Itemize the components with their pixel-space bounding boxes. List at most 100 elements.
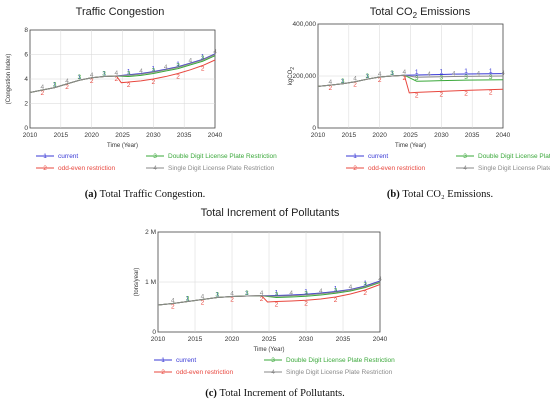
series-marker: 2 (329, 85, 333, 92)
legend-marker: 3 (463, 153, 467, 160)
x-tick-label: 2030 (299, 336, 314, 343)
series-marker: 4 (289, 290, 293, 297)
x-tick-label: 2015 (54, 132, 69, 139)
series-marker: 2 (115, 76, 119, 83)
chart-title-tail: Emissions (417, 6, 471, 18)
legend-marker: 3 (271, 357, 275, 364)
series-marker: 3 (78, 74, 82, 81)
series-marker: 1 (415, 69, 419, 76)
series-marker: 4 (427, 71, 431, 78)
x-tick-label: 2025 (262, 336, 277, 343)
series-marker: 4 (230, 291, 234, 298)
y-tick-label: 4 (24, 76, 28, 83)
series-marker: 1 (334, 286, 338, 293)
x-tick-label: 2020 (225, 336, 240, 343)
series-marker: 4 (201, 294, 205, 301)
series-marker: 4 (171, 298, 175, 305)
series-marker: 4 (349, 284, 353, 291)
legend-marker: 2 (353, 165, 357, 172)
legend-marker: 2 (43, 165, 47, 172)
x-tick-label: 2025 (403, 132, 418, 139)
series-marker: 3 (334, 287, 338, 294)
legend: 1 current 3 Double Digit License Plate Rest… (154, 357, 395, 376)
series-marker: 3 (275, 292, 279, 299)
series-line-single-digit (157, 281, 381, 306)
legend-marker: 2 (161, 369, 165, 376)
x-tick-label: 2015 (188, 336, 203, 343)
caption-text: Total Increment of Pollutants. (220, 388, 345, 399)
legend-marker: 1 (161, 357, 165, 364)
x-tick-label: 2040 (208, 132, 223, 139)
series-marker: 2 (378, 77, 382, 84)
y-tick-label: 2 M (145, 229, 156, 236)
caption-text: Total CO₂ Emissions. (402, 189, 493, 200)
series-marker: 4 (501, 70, 505, 77)
figure-caption: (c) Total Increment of Pollutants. (205, 388, 345, 399)
series-marker: 1 (341, 78, 345, 85)
series-marker: 1 (152, 66, 156, 73)
series-marker: 4 (378, 276, 382, 283)
x-tick-label: 2010 (311, 132, 326, 139)
series-marker: 4 (403, 69, 407, 76)
series-marker: 1 (201, 53, 205, 60)
series-marker: 1 (215, 292, 219, 299)
series-marker: 3 (366, 73, 370, 80)
y-tick-label: 2 (24, 101, 28, 108)
series-marker: 2 (90, 78, 94, 85)
series-marker: 2 (363, 290, 367, 297)
chart-title: Total Increment of Pollutants (201, 207, 340, 219)
series-marker: 2 (176, 73, 180, 80)
series-marker: 1 (489, 68, 493, 75)
legend-marker: 1 (43, 153, 47, 160)
x-tick-label: 2025 (115, 132, 130, 139)
chart-title-subscript: 2 (413, 11, 418, 20)
series-marker: 2 (171, 304, 175, 311)
series-marker: 2 (353, 82, 357, 89)
series-marker: 3 (152, 67, 156, 74)
series-marker: 1 (464, 68, 468, 75)
series-marker: 1 (366, 73, 370, 80)
x-tick-label: 2035 (177, 132, 192, 139)
caption-label: (c) (205, 388, 219, 399)
legend-label: current (58, 153, 78, 160)
series-marker: 1 (440, 68, 444, 75)
legend-label: Double Digit License Plate Restriction (478, 153, 550, 160)
chart-title-main: Total Increment of Pollutants (201, 207, 340, 219)
y-tick-label: 0 (312, 125, 316, 132)
y-tick-label: 400,000 (293, 21, 317, 28)
series-marker: 4 (115, 70, 119, 77)
series-marker: 2 (41, 90, 45, 97)
legend-label: Single Digit License Plate Restriction (168, 165, 275, 172)
series-marker: 4 (329, 79, 333, 86)
legend-label: odd-even restriction (176, 369, 233, 376)
x-tick-label: 2035 (465, 132, 480, 139)
series-marker: 3 (186, 296, 190, 303)
series-marker: 3 (390, 70, 394, 77)
series-marker: 2 (230, 297, 234, 304)
legend-marker: 4 (271, 369, 275, 376)
caption-text: Total Traffic Congestion. (100, 189, 206, 200)
series-marker: 4 (477, 70, 481, 77)
x-tick-label: 2035 (336, 336, 351, 343)
series-marker: 3 (304, 290, 308, 297)
x-tick-label: 2040 (373, 336, 388, 343)
legend-label: Single Digit License Plate Restriction (286, 369, 393, 376)
series-marker: 3 (440, 75, 444, 82)
caption-label: (b) (387, 189, 402, 200)
y-tick-label: 6 (24, 52, 28, 59)
series-marker: 1 (304, 288, 308, 295)
series-marker: 3 (201, 55, 205, 62)
series-marker: 2 (489, 90, 493, 97)
x-axis-label: Time (Year) (254, 347, 285, 353)
chart-title: Traffic Congestion (76, 6, 165, 18)
x-tick-label: 2010 (23, 132, 38, 139)
series-marker: 1 (275, 290, 279, 297)
x-tick-label: 2030 (146, 132, 161, 139)
series-marker: 3 (245, 290, 249, 297)
y-tick-label: 200,000 (293, 73, 317, 80)
series-marker: 4 (319, 288, 323, 295)
series-marker: 4 (139, 68, 143, 75)
series-marker: 4 (41, 84, 45, 91)
